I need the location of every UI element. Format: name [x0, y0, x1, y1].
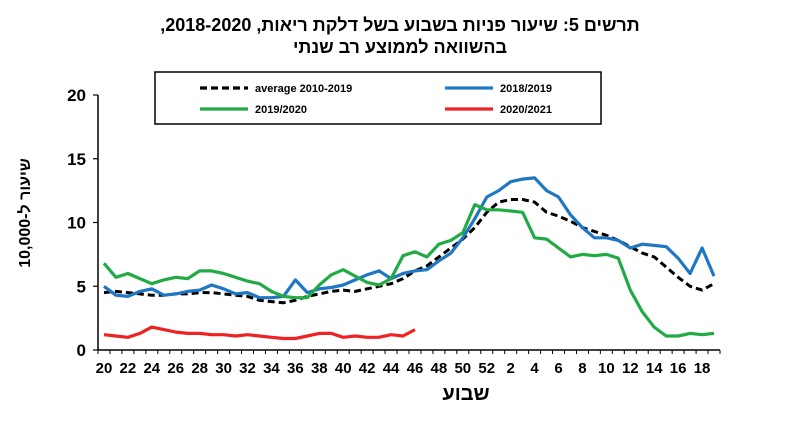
x-tick-label: 8: [578, 360, 586, 377]
legend-label-2018-2019: 2018/2019: [500, 83, 552, 95]
y-axis-label: שיעור ל-10,000: [16, 158, 34, 268]
x-tick-label: 16: [670, 360, 687, 377]
chart-title: תרשים 5: שיעור פניות בשבוע בשל דלקת ריאו…: [0, 14, 800, 58]
x-tick-label: 24: [143, 360, 160, 377]
chart-title-line-1: תרשים 5: שיעור פניות בשבוע בשל דלקת ריאו…: [160, 15, 640, 35]
x-tick-label: 2: [507, 360, 515, 377]
legend-label-2020-2021: 2020/2021: [500, 104, 552, 116]
x-tick-label: 42: [359, 360, 376, 377]
x-tick-label: 40: [335, 360, 352, 377]
x-tick-label: 46: [407, 360, 424, 377]
x-tick-label: 6: [554, 360, 562, 377]
x-tick-label: 10: [598, 360, 615, 377]
x-tick-label: 18: [694, 360, 711, 377]
legend-box: [154, 71, 602, 125]
x-tick-label: 50: [454, 360, 471, 377]
x-tick-label: 48: [431, 360, 448, 377]
y-tick-label: 0: [77, 341, 86, 360]
x-axis-label: שבוע: [442, 383, 489, 405]
x-tick-label: 32: [239, 360, 256, 377]
x-tick-label: 28: [191, 360, 208, 377]
x-tick-label: 52: [478, 360, 495, 377]
x-tick-label: 36: [287, 360, 304, 377]
x-tick-label: 44: [383, 360, 400, 377]
x-tick-label: 26: [167, 360, 184, 377]
x-tick-label: 20: [96, 360, 113, 377]
y-tick-label: 15: [67, 150, 86, 169]
x-tick-label: 38: [311, 360, 328, 377]
series-line-2020-2021: [103, 325, 416, 341]
x-tick-label: 34: [263, 360, 280, 377]
legend-label-average-2010-2019: average 2010-2019: [255, 83, 352, 95]
x-tick-label: 4: [530, 360, 539, 377]
x-tick-label: 12: [622, 360, 639, 377]
y-tick-label: 10: [67, 214, 86, 233]
x-tick-label: 22: [120, 360, 137, 377]
series-layer: [102, 176, 716, 341]
chart-title-line-2: בהשוואה לממוצע רב שנתי: [292, 37, 508, 57]
series-line-average-2010-2019: [103, 198, 715, 305]
legend-label-2019-2020: 2019/2020: [255, 104, 307, 116]
x-tick-label: 30: [215, 360, 232, 377]
legend: average 2010-2019 2018/2019 2019/2020 2020/…: [154, 71, 602, 125]
y-tick-label: 5: [77, 277, 86, 296]
series-line-2019-2020: [102, 203, 715, 338]
x-tick-label: 14: [646, 360, 663, 377]
series-line-2018-2019: [103, 176, 716, 300]
y-tick-label: 20: [67, 86, 86, 105]
